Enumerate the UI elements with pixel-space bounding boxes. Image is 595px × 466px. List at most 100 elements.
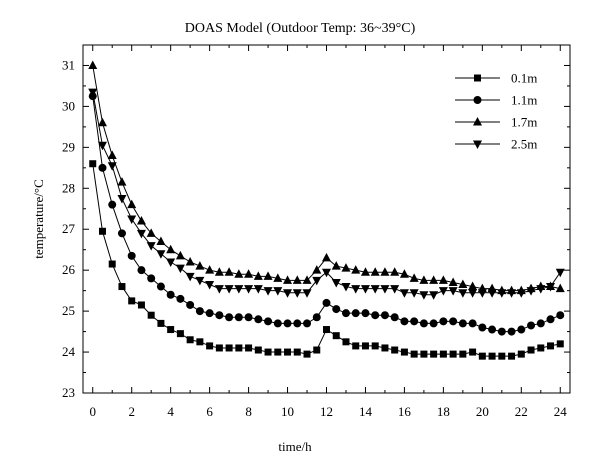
x-tick-label: 14 — [359, 404, 373, 419]
data-point — [137, 266, 146, 275]
data-point — [400, 348, 408, 356]
data-point — [225, 344, 233, 352]
data-point — [487, 289, 497, 298]
y-tick-label: 29 — [62, 139, 75, 154]
data-point — [156, 250, 166, 259]
legend-item: 2.5m — [455, 137, 537, 152]
data-point — [283, 319, 292, 328]
series-layer — [88, 60, 565, 360]
data-point — [293, 319, 302, 328]
data-point — [429, 319, 438, 328]
data-point — [293, 348, 301, 356]
legend-item: 1.1m — [455, 93, 537, 108]
data-point — [459, 350, 467, 358]
data-point — [107, 162, 117, 171]
data-point — [117, 229, 126, 238]
legend-marker — [474, 74, 481, 82]
data-point — [341, 309, 350, 318]
data-point — [157, 319, 165, 327]
data-point — [97, 141, 107, 151]
data-point — [400, 317, 409, 326]
data-point — [186, 336, 194, 344]
data-point — [458, 319, 467, 328]
data-point — [273, 273, 283, 282]
data-point — [399, 269, 409, 278]
data-point — [537, 344, 545, 352]
data-point — [370, 285, 380, 294]
data-point — [312, 265, 322, 274]
data-point — [546, 315, 555, 324]
data-point — [224, 267, 234, 276]
data-point — [283, 289, 293, 298]
data-point — [341, 283, 351, 292]
data-point — [419, 291, 429, 300]
chart-title: DOAS Model (Outdoor Temp: 36~39°C) — [185, 21, 416, 36]
axis-ticks — [83, 45, 570, 394]
data-point — [146, 228, 156, 237]
series-line — [92, 96, 561, 333]
series-2 — [88, 92, 565, 336]
data-point — [381, 344, 389, 352]
data-point — [430, 350, 438, 358]
data-point — [351, 265, 361, 274]
data-point — [410, 350, 418, 358]
data-point — [147, 311, 155, 319]
x-tick-label: 2 — [128, 404, 135, 419]
x-tick-label: 20 — [476, 404, 489, 419]
data-point — [390, 267, 400, 276]
data-point — [488, 352, 496, 360]
data-point — [331, 261, 341, 270]
data-point — [98, 163, 107, 172]
data-point — [166, 290, 175, 299]
data-point — [331, 278, 341, 288]
data-point — [292, 289, 302, 298]
data-point — [360, 267, 370, 276]
data-point — [322, 298, 331, 307]
data-point — [351, 285, 361, 294]
data-point — [147, 274, 156, 283]
data-point — [497, 289, 507, 298]
data-point — [313, 346, 321, 354]
data-point — [108, 200, 117, 209]
data-point — [244, 285, 254, 294]
data-point — [312, 313, 321, 322]
data-point — [117, 177, 127, 186]
data-point — [195, 307, 204, 316]
series-4 — [88, 88, 565, 300]
data-point — [439, 317, 448, 326]
data-point — [273, 319, 282, 328]
data-point — [225, 313, 234, 322]
x-tick-label: 6 — [206, 404, 213, 419]
data-point — [185, 272, 195, 282]
data-point — [507, 327, 516, 336]
data-point — [555, 268, 565, 278]
data-point — [127, 215, 137, 224]
x-tick-label: 16 — [398, 404, 412, 419]
data-point — [370, 267, 380, 276]
data-point — [371, 342, 379, 350]
data-point — [205, 281, 215, 290]
legend-label: 1.7m — [511, 115, 537, 130]
data-point — [89, 160, 97, 168]
data-point — [371, 311, 380, 320]
data-point — [292, 275, 302, 284]
y-tick-label: 23 — [62, 385, 75, 400]
x-tick-label: 0 — [89, 404, 96, 419]
data-point — [205, 265, 215, 274]
data-point — [117, 195, 127, 204]
data-point — [516, 289, 526, 298]
data-point — [478, 323, 487, 332]
data-point — [166, 258, 176, 267]
data-point — [214, 285, 224, 294]
data-point — [303, 350, 311, 358]
data-point — [556, 340, 564, 348]
data-point — [458, 289, 468, 298]
data-point — [469, 348, 477, 356]
data-point — [205, 309, 214, 318]
data-point — [448, 287, 458, 296]
y-tick-label: 25 — [62, 303, 75, 318]
data-point — [97, 117, 107, 127]
data-point — [555, 283, 565, 293]
data-point — [214, 267, 224, 276]
